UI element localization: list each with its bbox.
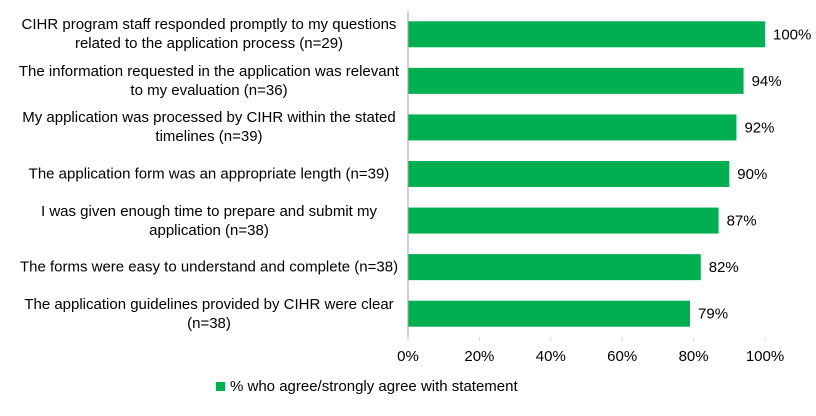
value-label: 94%	[752, 73, 782, 90]
x-tick-label: 80%	[679, 348, 709, 365]
bar	[408, 207, 719, 234]
legend-label: % who agree/strongly agree with statemen…	[230, 378, 518, 395]
x-tick-label: 60%	[607, 348, 637, 365]
bar	[408, 254, 701, 281]
category-label: I was given enough time to prepare and s…	[40, 202, 377, 239]
bar	[408, 114, 737, 141]
category-label: The application form was an appropriate …	[28, 165, 390, 183]
value-label: 79%	[698, 306, 728, 323]
bar	[408, 161, 730, 187]
category-label: CIHR program staff responded promptly to…	[21, 16, 397, 53]
legend-swatch	[216, 382, 225, 391]
value-label: 82%	[709, 259, 739, 276]
value-label: 90%	[737, 166, 767, 183]
x-tick-label: 100%	[746, 348, 784, 365]
value-label: 87%	[727, 213, 757, 230]
x-tick-label: 40%	[536, 348, 566, 365]
bar	[408, 67, 744, 94]
category-label: The forms were easy to understand and co…	[19, 258, 399, 276]
bar	[408, 300, 691, 327]
x-tick-label: 0%	[397, 348, 419, 365]
category-label: The application guidelines provided by C…	[24, 295, 394, 332]
value-label: 100%	[773, 26, 811, 43]
x-tick-label: 20%	[464, 348, 494, 365]
category-label: The information requested in the applica…	[18, 62, 400, 99]
bar	[408, 21, 765, 48]
category-label: My application was processed by CIHR wit…	[22, 109, 396, 146]
value-label: 92%	[744, 119, 774, 136]
